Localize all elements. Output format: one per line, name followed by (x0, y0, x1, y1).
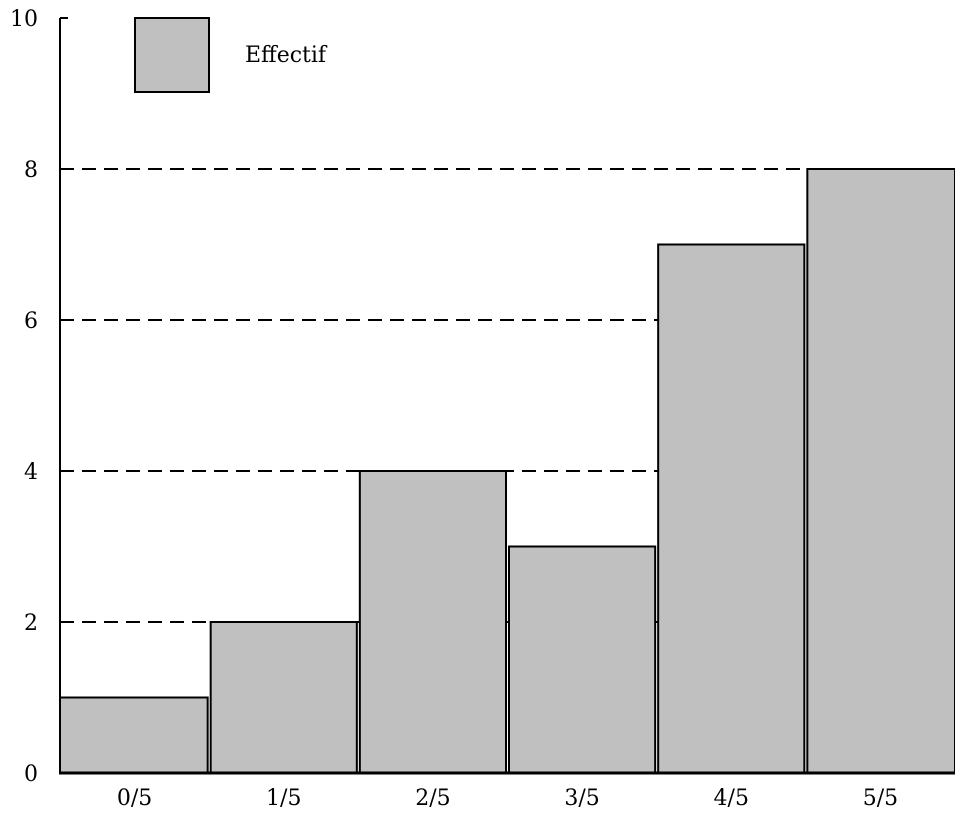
bar-2-of-5 (358, 470, 508, 774)
bar-1-of-5 (209, 621, 358, 774)
x-tick-label: 4/5 (714, 786, 749, 811)
x-tick-label: 5/5 (863, 786, 898, 811)
bar-0-of-5 (59, 696, 209, 774)
gridlines (60, 168, 955, 623)
y-tick-label: 0 (24, 762, 38, 787)
bar-5-of-5 (806, 168, 955, 774)
y-tick-label: 6 (24, 309, 38, 334)
legend-label: Effectif (245, 43, 328, 68)
y-tick-label: 2 (24, 611, 38, 636)
bar-3-of-5 (508, 545, 657, 774)
legend: Effectif (134, 17, 328, 93)
y-tick-label: 4 (24, 460, 38, 485)
x-tick-label: 3/5 (564, 786, 599, 811)
y-tick-label: 10 (10, 7, 38, 32)
axes: 0 2 4 6 8 10 0/5 1/5 2/5 3/5 4/5 5/5 (10, 7, 955, 811)
x-tick-label: 2/5 (415, 786, 450, 811)
y-tick-label: 8 (24, 158, 38, 183)
bar-4-of-5 (657, 243, 806, 774)
x-tick-label: 0/5 (117, 786, 152, 811)
legend-swatch (134, 17, 210, 93)
x-tick-label: 1/5 (266, 786, 301, 811)
